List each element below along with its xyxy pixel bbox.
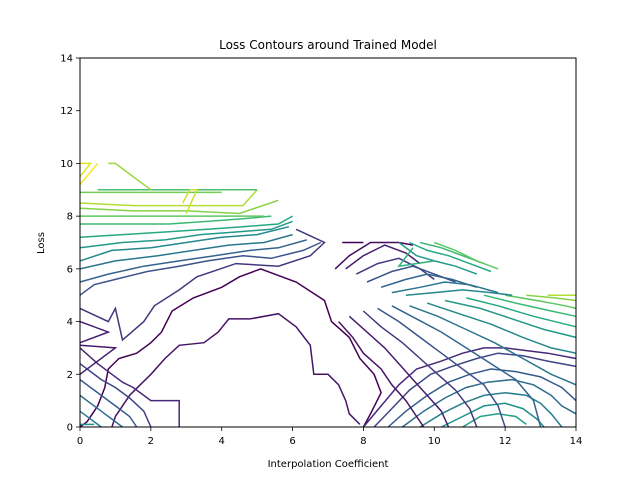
x-tick-label: 6 <box>289 436 295 447</box>
contour-line-57 <box>434 241 499 270</box>
contour-line-34 <box>338 321 425 428</box>
contour-line-38 <box>391 305 542 428</box>
contour-line-52 <box>391 281 499 294</box>
y-tick-label: 0 <box>67 423 73 434</box>
contour-line-48 <box>345 244 421 270</box>
contour-line-5 <box>79 394 123 428</box>
contour-line-6 <box>79 410 102 428</box>
contour-line-12 <box>79 239 307 283</box>
x-tick-label: 8 <box>360 436 366 447</box>
contour-line-20 <box>79 189 258 207</box>
contour-line-41 <box>444 299 577 339</box>
y-tick-label: 4 <box>67 317 73 328</box>
contour-line-32 <box>441 402 545 428</box>
contour-line-35 <box>348 315 450 428</box>
x-tick-label: 14 <box>570 436 583 447</box>
y-axis-label: Loss <box>36 232 47 254</box>
contour-line-28 <box>373 352 577 428</box>
contour-line-24 <box>79 162 93 178</box>
contour-line-29 <box>387 368 577 428</box>
contour-line-9 <box>79 320 111 344</box>
contour-line-13 <box>79 233 293 270</box>
contour-line-58 <box>397 247 435 268</box>
y-axis: 0 2 4 6 8 10 12 14 <box>60 54 80 434</box>
contour-line-53 <box>405 289 513 296</box>
contour-line-40 <box>426 302 577 354</box>
plot-frame <box>79 57 577 428</box>
contour-line-3 <box>79 363 152 428</box>
contour-line-37 <box>377 307 506 428</box>
contour-line-15 <box>79 220 293 249</box>
contour-line-26 <box>182 189 199 214</box>
contour-line-49 <box>355 257 435 281</box>
y-tick-label: 2 <box>67 370 73 381</box>
x-tick-label: 10 <box>428 436 441 447</box>
contour-line-45 <box>526 294 577 302</box>
contour-line-2 <box>79 347 180 427</box>
contour-line-55 <box>409 241 492 273</box>
contour-line-1 <box>111 312 361 428</box>
x-tick-label: 2 <box>148 436 154 447</box>
contour-line-16 <box>79 215 293 238</box>
contour-line-25 <box>79 162 99 185</box>
contour-line-51 <box>380 273 478 289</box>
contour-line-44 <box>504 294 577 310</box>
chart-title: Loss Contours around Trained Model <box>219 38 437 52</box>
contour-line-43 <box>483 294 577 318</box>
contour-line-39 <box>409 305 577 386</box>
x-tick-label: 0 <box>77 436 83 447</box>
contour-line-31 <box>419 391 563 428</box>
x-tick-label: 12 <box>499 436 512 447</box>
contour-line-19 <box>79 199 279 215</box>
contour-line-14 <box>79 225 290 262</box>
contour-line-11 <box>79 241 322 296</box>
contour-line-23 <box>108 162 152 191</box>
x-axis-label: Interpolation Coefficient <box>268 459 389 470</box>
contour-line-30 <box>401 378 577 428</box>
contour-line-0 <box>79 268 382 428</box>
x-axis: 0 2 4 6 8 10 12 14 <box>77 427 583 447</box>
x-tick-label: 4 <box>219 436 225 447</box>
contour-line-17 <box>80 215 272 225</box>
contour-lines <box>79 162 577 428</box>
y-tick-label: 6 <box>67 264 73 275</box>
contour-line-10 <box>79 228 326 342</box>
contour-line-47 <box>334 241 414 270</box>
contour-line-4 <box>79 378 138 428</box>
y-tick-label: 12 <box>60 106 73 117</box>
contour-line-36 <box>362 310 478 428</box>
contour-line-27 <box>362 347 577 428</box>
y-tick-label: 10 <box>60 159 73 170</box>
contour-line-42 <box>466 297 577 328</box>
contour-line-8 <box>79 344 118 375</box>
y-tick-label: 14 <box>60 54 73 65</box>
y-tick-label: 8 <box>67 212 73 223</box>
